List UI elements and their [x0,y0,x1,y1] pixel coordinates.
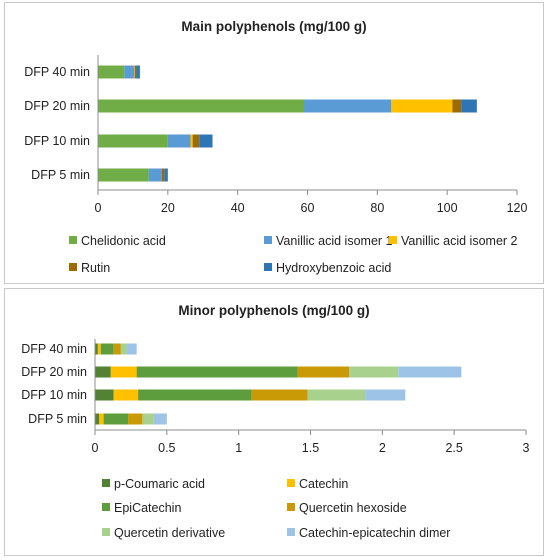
bar-quercetin-hexoside-dfp-40-min [113,343,121,355]
legend-swatch-vanillic-acid-isomer-2 [389,236,397,244]
bar-epicatechin-dfp-40-min [100,343,114,355]
bar-hydroxybenzoic-acid-dfp-20-min [461,99,477,113]
bar-vanillic-acid-isomer-1-dfp-10-min [167,134,191,148]
x-tick-label: 2 [379,441,386,455]
x-tick-label: 0 [95,201,102,215]
bar-chelidonic-acid-dfp-20-min [98,99,305,113]
legend-swatch-chelidonic-acid [69,236,77,244]
legend-swatch-vanillic-acid-isomer-1 [264,236,272,244]
bar-catechin-epicatechin-dimer-dfp-10-min [365,389,406,401]
legend-label-rutin: Rutin [81,261,110,275]
bar-rutin-dfp-40-min [134,65,137,79]
x-tick-label: 0.5 [158,441,175,455]
x-tick-label: 0 [92,441,99,455]
legend-label-chelidonic-acid: Chelidonic acid [81,234,166,248]
minor-polyphenols-chart: Minor polyphenols (mg/100 g) DFP 5 min DF… [21,303,530,540]
bar-rutin-dfp-10-min [192,134,200,148]
bar-vanillic-acid-isomer-2-dfp-20-min [391,99,453,113]
bar-p-coumaric-acid-dfp-20-min [95,366,111,378]
x-tick-label: 60 [301,201,315,215]
bar-catechin-epicatechin-dimer-dfp-20-min [398,366,462,378]
legend-label-catechin: Catechin [299,477,348,491]
bar-epicatechin-dfp-5-min [103,413,129,425]
legend-label-epicatechin: EpiCatechin [114,501,181,515]
bar-vanillic-acid-isomer-2-dfp-40-min [133,65,135,79]
bar-p-coumaric-acid-dfp-40-min [95,343,98,355]
bar-chelidonic-acid-dfp-5-min [98,168,149,182]
category-label-dfp-5-min: DFP 5 min [28,412,87,426]
legend-label-p-coumaric-acid: p-Coumaric acid [114,477,205,491]
bar-quercetin-derivative-dfp-40-min [120,343,127,355]
legend-swatch-hydroxybenzoic-acid [264,263,272,271]
legend-label-vanillic-acid-isomer-1: Vanillic acid isomer 1 [276,234,393,248]
legend-swatch-epicatechin [102,503,110,511]
category-label-dfp-40-min: DFP 40 min [24,65,90,79]
bar-quercetin-derivative-dfp-10-min [307,389,366,401]
legend-label-quercetin-derivative: Quercetin derivative [114,526,225,540]
bar-quercetin-derivative-dfp-5-min [142,413,154,425]
bar-quercetin-hexoside-dfp-20-min [297,366,350,378]
bar-epicatechin-dfp-10-min [138,389,252,401]
legend-label-catechin-epicatechin-dimer: Catechin-epicatechin dimer [299,526,450,540]
legend-label-vanillic-acid-isomer-2: Vanillic acid isomer 2 [401,234,518,248]
legend-swatch-quercetin-derivative [102,528,110,536]
legend-swatch-quercetin-hexoside [287,503,295,511]
category-label-dfp-20-min: DFP 20 min [24,99,90,113]
main-polyphenols-chart: Main polyphenols (mg/100 g) DFP 5 min DFP… [24,19,528,275]
bar-p-coumaric-acid-dfp-5-min [95,413,100,425]
bar-epicatechin-dfp-20-min [136,366,298,378]
minor-polyphenols-chart-panel: Minor polyphenols (mg/100 g) DFP 5 min DF… [4,288,544,556]
category-label-dfp-10-min: DFP 10 min [24,134,90,148]
bar-quercetin-derivative-dfp-20-min [349,366,399,378]
bar-vanillic-acid-isomer-1-dfp-40-min [124,65,134,79]
bar-chelidonic-acid-dfp-10-min [98,134,168,148]
legend-swatch-catechin [287,479,295,487]
bar-hydroxybenzoic-acid-dfp-5-min [164,168,168,182]
chart-title: Minor polyphenols (mg/100 g) [178,303,369,318]
legend-swatch-rutin [69,263,77,271]
bar-hydroxybenzoic-acid-dfp-10-min [199,134,213,148]
bar-catechin-epicatechin-dimer-dfp-5-min [153,413,167,425]
x-tick-label: 100 [437,201,458,215]
main-polyphenols-chart-panel: Main polyphenols (mg/100 g) DFP 5 min DFP… [4,2,544,284]
bar-vanillic-acid-isomer-1-dfp-5-min [148,168,162,182]
x-tick-label: 1 [235,441,242,455]
x-tick-label: 40 [231,201,245,215]
bar-hydroxybenzoic-acid-dfp-40-min [136,65,140,79]
x-tick-label: 20 [161,201,175,215]
bar-catechin-dfp-40-min [97,343,101,355]
bar-catechin-dfp-5-min [99,413,104,425]
legend-label-hydroxybenzoic-acid: Hydroxybenzoic acid [276,261,391,275]
x-tick-label: 3 [523,441,530,455]
category-label-dfp-20-min: DFP 20 min [21,365,87,379]
bar-catechin-dfp-20-min [110,366,137,378]
category-label-dfp-5-min: DFP 5 min [31,168,90,182]
bar-rutin-dfp-5-min [161,168,165,182]
x-tick-label: 120 [507,201,528,215]
category-label-dfp-40-min: DFP 40 min [21,342,87,356]
bar-vanillic-acid-isomer-2-dfp-10-min [190,134,193,148]
legend-swatch-catechin-epicatechin-dimer [287,528,295,536]
x-tick-label: 2.5 [445,441,462,455]
bar-quercetin-hexoside-dfp-5-min [128,413,143,425]
x-tick-label: 1.5 [302,441,319,455]
bar-catechin-dfp-10-min [113,389,139,401]
legend-label-quercetin-hexoside: Quercetin hexoside [299,501,407,515]
bar-vanillic-acid-isomer-1-dfp-20-min [304,99,392,113]
bar-chelidonic-acid-dfp-40-min [98,65,125,79]
bar-quercetin-hexoside-dfp-10-min [251,389,308,401]
category-label-dfp-10-min: DFP 10 min [21,388,87,402]
bar-catechin-epicatechin-dimer-dfp-40-min [126,343,137,355]
x-tick-label: 80 [370,201,384,215]
chart-title: Main polyphenols (mg/100 g) [181,19,366,34]
bar-rutin-dfp-20-min [452,99,462,113]
bar-p-coumaric-acid-dfp-10-min [95,389,114,401]
legend-swatch-p-coumaric-acid [102,479,110,487]
